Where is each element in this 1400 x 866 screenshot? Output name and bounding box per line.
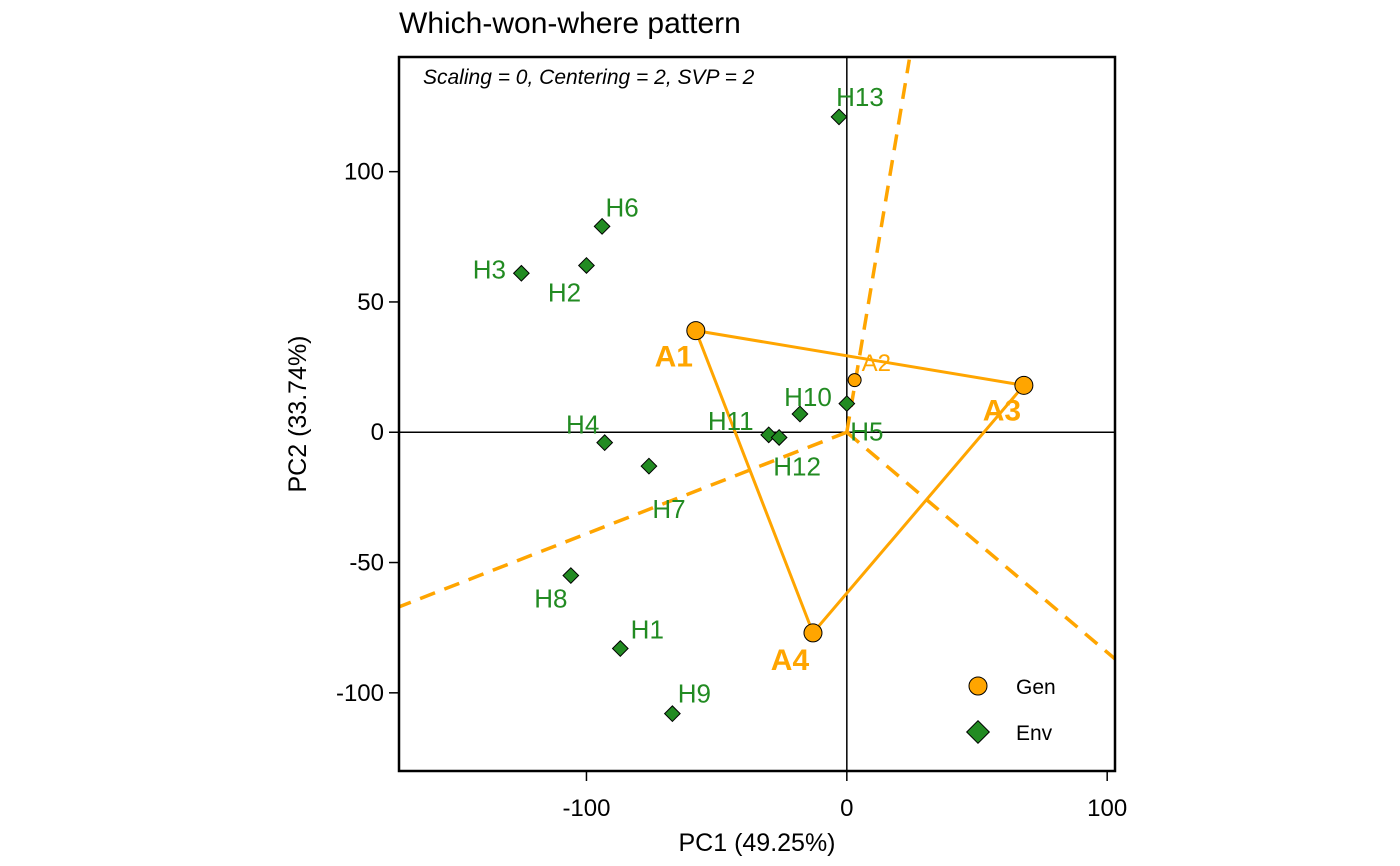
plot-frame [397,55,1117,773]
env-point-label: H9 [678,679,711,709]
y-tick-label: -50 [349,550,384,577]
env-point-label: H6 [605,192,638,222]
y-axis-ticks: -100 -50 0 50 100 [336,159,399,707]
legend: Gen Env [965,676,1056,745]
legend-gen-label: Gen [1016,676,1056,699]
x-axis-ticks: -100 0 100 [562,771,1127,822]
env-points: H1 H2 H3 H4 H5 H6 H7 H8 H9 H10 H11 H12 H13 [473,82,884,723]
y-tick-label: 100 [344,159,384,186]
env-point-label: H2 [548,277,581,307]
x-tick-label: 0 [840,795,853,822]
x-axis-label: PC1 (49.25%) [678,829,835,857]
x-tick-label: 100 [1087,795,1127,822]
sector-line [845,59,912,433]
env-point-marker [830,108,848,126]
env-point-marker [770,428,788,446]
y-tick-label: 0 [371,419,384,446]
gen-point-label: A3 [983,394,1021,427]
chart-title: Which-won-where pattern [399,7,741,40]
env-point-marker [791,405,809,423]
env-point-marker [593,217,611,235]
sector-line [845,430,1115,661]
gen-point-label: A1 [655,341,693,374]
gen-point-marker [847,373,862,388]
y-tick-label: -100 [336,680,384,707]
env-point-marker [596,434,614,452]
legend-env-label: Env [1016,722,1053,745]
env-point-label: H5 [850,417,883,447]
gen-point-marker [803,623,823,643]
env-point-label: H12 [773,451,821,481]
gen-point-label: A4 [771,644,810,677]
env-point-marker [562,567,580,585]
gen-point-marker [1014,375,1034,395]
sector-lines [399,59,1115,661]
gen-point-marker [686,321,706,341]
gen-point-label: A2 [862,350,891,377]
env-point-label: H10 [784,382,832,412]
env-point-label: H3 [473,254,506,284]
y-tick-label: 50 [357,289,384,316]
env-point-marker [577,256,595,274]
env-point-label: H13 [836,82,884,112]
env-point-label: H7 [652,494,685,524]
convex-hull-polygon [693,328,1027,636]
env-point-label: H11 [708,406,754,436]
y-axis-label: PC2 (33.74%) [284,335,312,492]
plot-area: H1 H2 H3 H4 H5 H6 H7 H8 H9 H10 H11 H12 H13 A1 A2 A3 A4 [399,57,1115,771]
env-point-marker [640,457,658,475]
env-point-label: H4 [566,410,599,440]
env-point-marker [611,640,629,658]
env-point-label: H8 [534,584,567,614]
legend-gen-marker [968,676,988,696]
env-point-marker [663,705,681,723]
gen-points: A1 A2 A3 A4 [655,321,1034,677]
chart-subtitle: Scaling = 0, Centering = 2, SVP = 2 [423,66,755,89]
legend-env-marker [965,719,991,745]
sector-line [399,430,848,609]
env-point-marker [838,395,856,413]
env-point-label: H1 [631,615,664,645]
x-tick-label: -100 [562,795,610,822]
env-point-marker [512,264,530,282]
